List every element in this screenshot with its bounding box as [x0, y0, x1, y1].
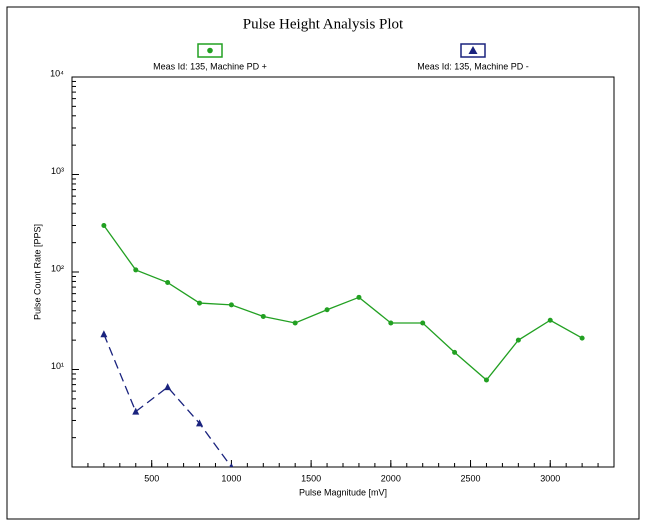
marker: [197, 300, 203, 306]
chart-title: Pulse Height Analysis Plot: [243, 16, 404, 32]
marker: [132, 407, 140, 415]
legend-marker: [468, 46, 478, 54]
marker: [228, 302, 234, 308]
marker: [515, 337, 521, 343]
series: [101, 222, 585, 383]
x-tick-label: 3000: [540, 473, 560, 483]
legend-label: Meas Id: 135, Machine PD +: [153, 61, 267, 71]
y-tick-label: 10¹: [51, 361, 64, 371]
series: [100, 330, 234, 467]
marker: [547, 317, 553, 323]
marker: [356, 294, 362, 300]
marker: [292, 320, 298, 326]
marker: [260, 313, 266, 319]
marker: [196, 419, 204, 427]
x-tick-label: 1000: [221, 473, 241, 483]
marker: [324, 307, 330, 313]
marker: [579, 335, 585, 341]
marker: [133, 267, 139, 273]
data-line: [103, 333, 232, 467]
marker: [452, 349, 458, 355]
frame: [6, 6, 640, 520]
marker: [101, 222, 107, 228]
marker: [165, 280, 171, 286]
marker: [420, 320, 426, 326]
y-tick-label: 10²: [51, 263, 64, 273]
legend-label: Meas Id: 135, Machine PD -: [417, 61, 529, 71]
x-tick-label: 2500: [461, 473, 481, 483]
x-tick-label: 1500: [301, 473, 321, 483]
marker: [229, 463, 234, 467]
marker: [388, 320, 394, 326]
x-tick-label: 2000: [381, 473, 401, 483]
y-axis-label: Pulse Count Rate [PPS]: [32, 224, 42, 320]
marker: [100, 330, 108, 338]
x-axis-label: Pulse Magnitude [mV]: [299, 487, 387, 497]
marker: [483, 377, 489, 383]
y-tick-label: 10⁴: [50, 68, 64, 78]
x-tick-label: 500: [144, 473, 159, 483]
legend-marker: [207, 47, 213, 54]
marker: [164, 383, 172, 391]
data-line: [103, 225, 583, 381]
y-tick-label: 10³: [51, 166, 64, 176]
